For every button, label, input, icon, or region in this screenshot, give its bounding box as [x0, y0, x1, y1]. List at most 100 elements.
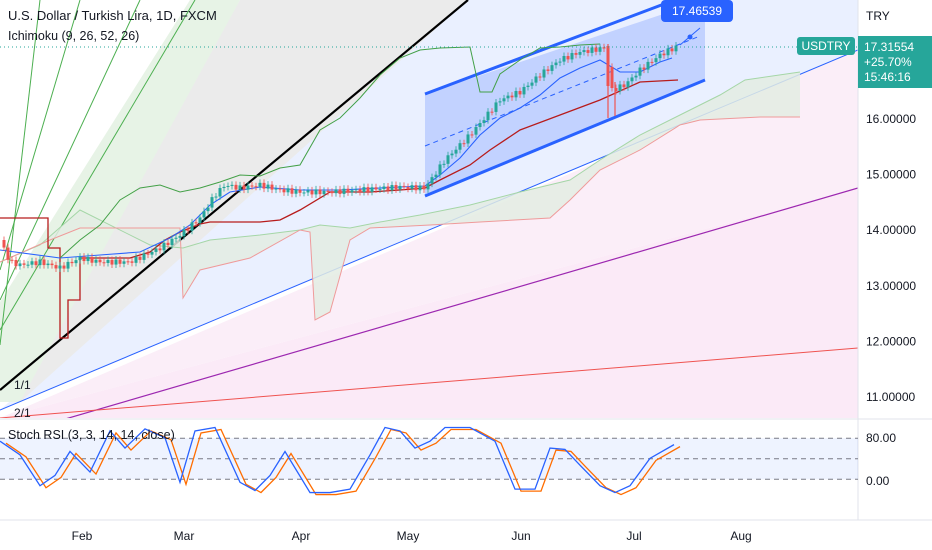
ichimoku-legend[interactable]: Ichimoku (9, 26, 52, 26): [8, 29, 140, 43]
candle-body: [134, 256, 138, 263]
candle-body: [238, 185, 242, 190]
candle-body: [110, 259, 114, 265]
candle-body: [146, 253, 150, 255]
candle-body: [514, 91, 518, 98]
candle-body: [218, 188, 222, 197]
candle-body: [638, 67, 642, 76]
fan-line-3x1: [66, 187, 858, 418]
candle-body: [538, 76, 542, 78]
candle-body: [602, 47, 606, 49]
price-tag-value: 17.31554: [864, 40, 914, 54]
candle-body: [446, 155, 450, 164]
candle-body: [346, 188, 350, 193]
candle-body: [586, 50, 590, 53]
candle-body: [362, 187, 366, 192]
fan-line-1x8: [0, 0, 41, 346]
candle-body: [194, 222, 198, 224]
channel-mid-line: [424, 35, 701, 147]
candle-body: [70, 261, 74, 264]
senkou-span-a: [0, 71, 801, 263]
candle-body: [454, 149, 458, 154]
channel-price-label: 17.46539: [672, 4, 722, 18]
candle-body: [266, 184, 270, 189]
candle-body: [470, 134, 474, 136]
candle-body: [478, 123, 482, 128]
price-axis-bg: [858, 0, 932, 550]
candle-body: [210, 197, 214, 208]
candle-body: [622, 84, 626, 88]
fan-label-1x1: 1/1: [14, 378, 31, 392]
time-tick-label: Aug: [730, 529, 751, 543]
currency-label: TRY: [866, 9, 890, 23]
channel-upper-line: [424, 0, 679, 96]
candle-body: [630, 77, 634, 82]
candle-body: [434, 174, 438, 178]
fan-zone-gray: [0, 0, 468, 402]
time-tick-label: Mar: [174, 529, 195, 543]
symbol-tag-label: USDTRY: [801, 39, 850, 53]
candle-body: [90, 257, 94, 263]
candle-body: [398, 185, 402, 190]
candle-body: [590, 47, 594, 53]
candle-body: [414, 185, 418, 191]
candle-body: [394, 185, 398, 190]
candle-body: [486, 111, 490, 121]
price-tag-bg: [858, 36, 932, 88]
price-tick-label: 14.00000: [866, 223, 916, 237]
price-tick-label: 15.00000: [866, 168, 916, 182]
candle-body: [314, 189, 318, 195]
candle-body: [274, 188, 278, 190]
stoch-rsi-legend[interactable]: Stoch RSI (3, 3, 14, 14, close): [8, 428, 175, 442]
candle-body: [6, 247, 10, 260]
candle-body: [118, 259, 122, 264]
candle-body: [358, 189, 362, 192]
candle-body: [522, 86, 526, 95]
candle-body: [654, 58, 658, 63]
candle-body: [502, 98, 506, 102]
candle-body: [226, 185, 230, 187]
candle-body: [254, 186, 258, 188]
candle-body: [458, 143, 462, 150]
candle-body: [462, 143, 466, 145]
candle-body: [14, 260, 18, 267]
time-tick-label: Feb: [72, 529, 93, 543]
candle-body: [338, 189, 342, 194]
candles: [2, 42, 678, 273]
candle-body: [26, 264, 30, 266]
candle-body: [174, 237, 178, 239]
candle-body: [582, 50, 586, 53]
candle-body: [2, 240, 6, 248]
candle-body: [66, 261, 70, 269]
candle-body: [494, 102, 498, 112]
candle-body: [350, 190, 354, 193]
fan-zone-blue: [0, 0, 858, 410]
candle-body: [650, 61, 654, 63]
price-tick-label: 16.00000: [866, 112, 916, 126]
candle-body: [186, 229, 190, 231]
candle-body: [182, 229, 186, 237]
candle-body: [286, 188, 290, 193]
symbol-title[interactable]: U.S. Dollar / Turkish Lira, 1D, FXCM: [8, 8, 217, 23]
candle-body: [518, 91, 522, 95]
candle-body: [162, 242, 166, 251]
candle-body: [354, 189, 358, 191]
candle-body: [102, 262, 106, 264]
spike-candle-body: [606, 46, 610, 86]
chikou-span: [59, 43, 601, 259]
candle-body: [558, 61, 562, 63]
candle-body: [614, 88, 618, 92]
candle-body: [38, 259, 42, 266]
candle-body: [550, 65, 554, 71]
candle-body: [262, 182, 266, 189]
candle-body: [126, 261, 130, 263]
candle-body: [418, 185, 422, 191]
candle-body: [302, 192, 306, 194]
candle-body: [578, 52, 582, 55]
candle-body: [666, 48, 670, 56]
candle-body: [570, 53, 574, 60]
candle-body: [378, 189, 382, 191]
candle-body: [326, 190, 330, 192]
price-tag-change: +25.70%: [864, 55, 912, 69]
